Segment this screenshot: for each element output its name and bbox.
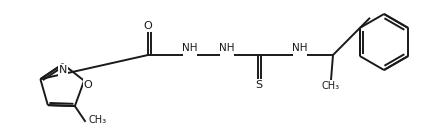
Text: NH: NH <box>219 43 235 53</box>
Text: S: S <box>255 80 262 90</box>
Text: O: O <box>84 80 92 90</box>
Text: CH₃: CH₃ <box>322 81 340 91</box>
Text: NH: NH <box>182 43 198 53</box>
Text: CH₃: CH₃ <box>89 115 107 125</box>
Text: NH: NH <box>292 43 308 53</box>
Text: O: O <box>143 21 152 31</box>
Text: N: N <box>59 65 67 75</box>
